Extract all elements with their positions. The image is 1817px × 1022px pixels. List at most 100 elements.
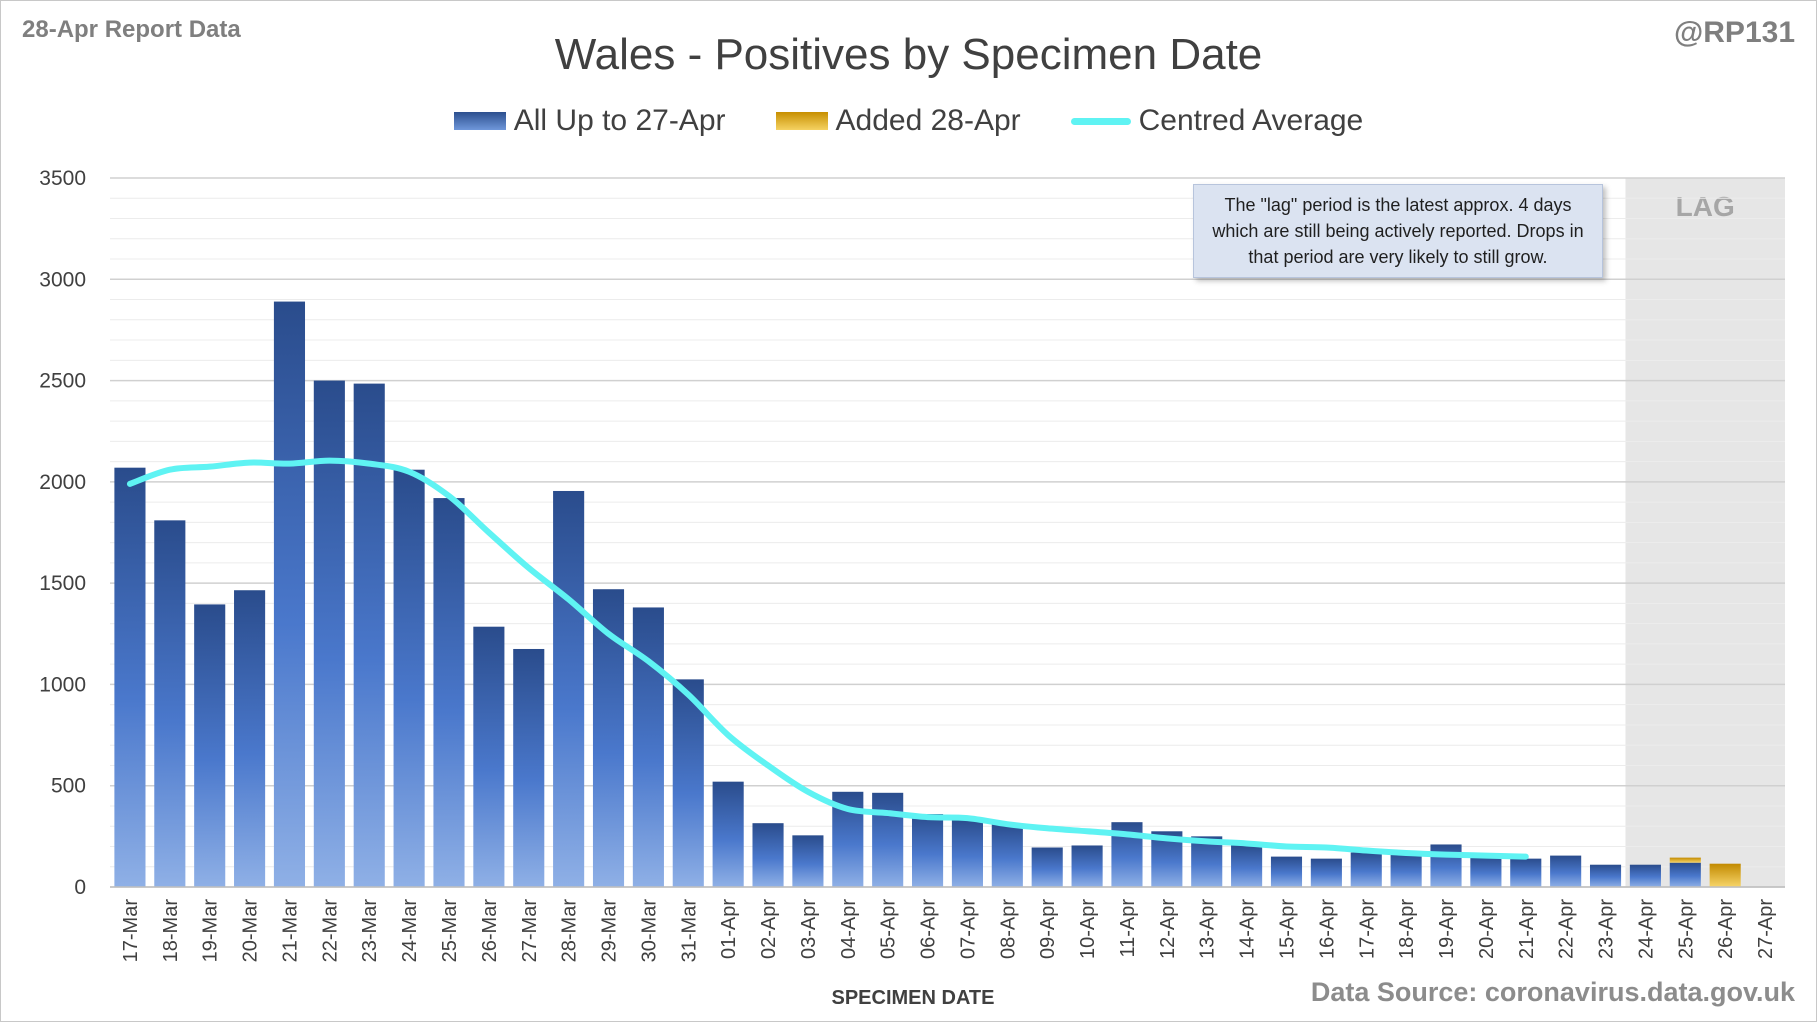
bar-all-28-Mar xyxy=(553,490,585,887)
x-tick-label: 18-Mar xyxy=(160,899,182,963)
x-tick-label: 04-Apr xyxy=(838,899,860,959)
x-tick-label: 24-Mar xyxy=(399,899,421,963)
y-tick-label: 2000 xyxy=(39,471,86,494)
bar-all-10-Apr xyxy=(1071,845,1103,887)
bar-all-02-Apr xyxy=(752,823,784,887)
x-tick-label: 30-Mar xyxy=(638,899,660,963)
x-tick-label: 19-Mar xyxy=(200,899,222,963)
x-tick-label: 16-Apr xyxy=(1316,899,1338,959)
y-tick-label: 3500 xyxy=(39,167,86,190)
x-tick-label: 31-Mar xyxy=(678,899,700,963)
x-axis-title: SPECIMEN DATE xyxy=(832,987,995,1009)
bar-all-31-Mar xyxy=(672,679,704,887)
lag-shade xyxy=(1625,178,1785,887)
bar-all-27-Mar xyxy=(513,648,545,887)
x-tick-label: 11-Apr xyxy=(1117,899,1139,958)
bar-all-07-Apr xyxy=(951,819,983,887)
bar-all-30-Mar xyxy=(632,607,664,887)
x-tick-label: 07-Apr xyxy=(957,899,979,959)
bar-added-25-Apr xyxy=(1669,857,1701,863)
x-tick-label: 01-Apr xyxy=(718,899,740,959)
x-tick-label: 14-Apr xyxy=(1237,899,1259,959)
x-tick-label: 03-Apr xyxy=(798,899,820,959)
bar-all-24-Apr xyxy=(1629,864,1661,887)
x-tick-label: 26-Apr xyxy=(1715,899,1737,959)
legend-item-added: Added 28-Apr xyxy=(775,104,1021,138)
y-tick-label: 1000 xyxy=(39,673,86,696)
chart-legend: All Up to 27-Apr Added 28-Apr Centred Av… xyxy=(0,104,1817,138)
x-tick-label: 18-Apr xyxy=(1396,899,1418,959)
chart-title: Wales - Positives by Specimen Date xyxy=(554,30,1263,79)
bar-all-15-Apr xyxy=(1270,856,1303,887)
y-tick-label: 2500 xyxy=(39,370,86,393)
x-tick-label: 25-Apr xyxy=(1675,899,1697,959)
bar-all-18-Mar xyxy=(154,520,186,887)
bar-all-21-Apr xyxy=(1510,858,1542,887)
bar-all-20-Mar xyxy=(234,590,266,887)
bar-all-20-Apr xyxy=(1470,856,1502,887)
bar-all-23-Mar xyxy=(353,383,385,887)
bar-all-14-Apr xyxy=(1231,845,1263,887)
x-tick-label: 29-Mar xyxy=(599,899,621,963)
y-tick-label: 1500 xyxy=(39,572,86,595)
author-handle: @RP131 xyxy=(1674,16,1795,49)
legend-swatch-average xyxy=(1070,117,1131,125)
bar-all-25-Mar xyxy=(433,498,465,887)
legend-label-added: Added 28-Apr xyxy=(835,104,1021,137)
x-tick-label: 17-Apr xyxy=(1356,899,1378,959)
bar-all-03-Apr xyxy=(792,835,824,887)
bar-all-24-Mar xyxy=(393,469,425,887)
x-tick-label: 27-Mar xyxy=(519,899,541,963)
bar-all-19-Mar xyxy=(194,604,226,887)
x-tick-label: 19-Apr xyxy=(1436,899,1458,959)
x-tick-label: 26-Mar xyxy=(479,899,501,963)
x-tick-label: 06-Apr xyxy=(918,899,940,959)
x-tick-label: 22-Mar xyxy=(319,899,341,963)
lag-label: LAG xyxy=(1676,191,1735,222)
data-source: Data Source: coronavirus.data.gov.uk xyxy=(1310,977,1795,1007)
y-tick-label: 3000 xyxy=(39,268,86,291)
bar-added-26-Apr xyxy=(1709,863,1741,887)
bar-all-16-Apr xyxy=(1310,858,1342,887)
bar-all-17-Apr xyxy=(1350,852,1382,887)
x-tick-label: 27-Apr xyxy=(1755,899,1777,959)
x-tick-label: 15-Apr xyxy=(1276,899,1298,959)
x-tick-label: 21-Mar xyxy=(279,899,301,963)
bar-all-22-Mar xyxy=(313,380,345,887)
bar-all-18-Apr xyxy=(1390,853,1422,887)
x-tick-label: 08-Apr xyxy=(997,899,1019,959)
bar-all-09-Apr xyxy=(1031,847,1063,887)
x-tick-label: 28-Mar xyxy=(559,899,581,963)
legend-item-average: Centred Average xyxy=(1070,104,1363,138)
x-tick-label: 20-Mar xyxy=(240,899,262,963)
bar-all-22-Apr xyxy=(1550,855,1582,887)
lag-note: The "lag" period is the latest approx. 4… xyxy=(1193,184,1603,278)
x-tick-label: 21-Apr xyxy=(1516,899,1538,959)
bar-all-26-Mar xyxy=(473,626,505,887)
bar-all-17-Mar xyxy=(114,467,146,887)
y-tick-label: 0 xyxy=(74,876,86,899)
x-tick-label: 13-Apr xyxy=(1197,899,1219,959)
x-tick-label: 23-Mar xyxy=(359,899,381,963)
x-tick-label: 09-Apr xyxy=(1037,899,1059,959)
report-date-label: 28-Apr Report Data xyxy=(22,16,241,43)
bar-all-19-Apr xyxy=(1430,844,1462,887)
bar-all-21-Mar xyxy=(273,301,306,887)
x-tick-label: 20-Apr xyxy=(1476,899,1498,959)
bar-all-08-Apr xyxy=(991,824,1023,887)
legend-swatch-all xyxy=(453,112,506,130)
bar-all-06-Apr xyxy=(912,814,944,887)
x-tick-label: 02-Apr xyxy=(758,899,780,959)
bar-all-05-Apr xyxy=(872,792,904,887)
x-tick-label: 22-Apr xyxy=(1556,899,1578,959)
centred-average-line xyxy=(126,457,1529,860)
bar-all-23-Apr xyxy=(1589,864,1622,887)
x-tick-label: 23-Apr xyxy=(1596,899,1618,959)
x-tick-label: 25-Mar xyxy=(439,899,461,963)
x-tick-label: 17-Mar xyxy=(120,899,142,963)
legend-item-all: All Up to 27-Apr xyxy=(453,104,726,138)
x-tick-label: 24-Apr xyxy=(1635,899,1657,959)
x-tick-label: 05-Apr xyxy=(878,899,900,959)
y-tick-label: 500 xyxy=(51,775,86,798)
